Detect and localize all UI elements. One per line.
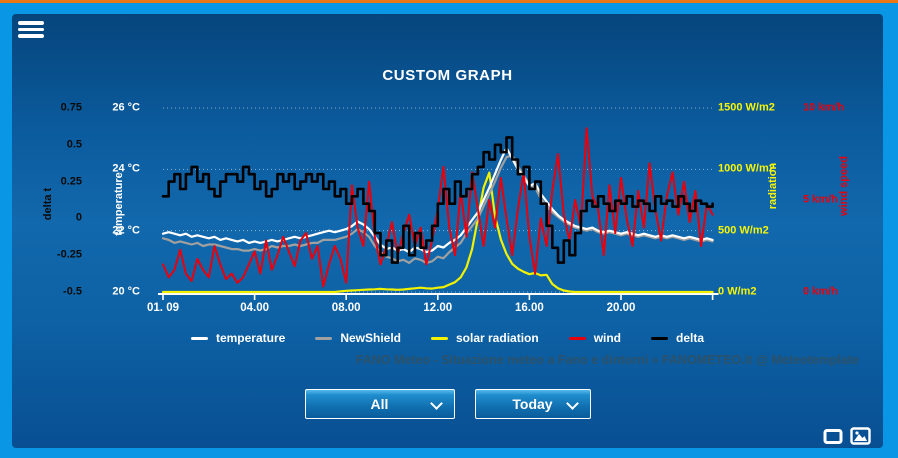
x-tick-label: 08.00 bbox=[331, 302, 361, 314]
y-tick-temperature: 22 °C bbox=[112, 224, 140, 237]
legend-label: wind bbox=[593, 331, 622, 345]
series-delta bbox=[161, 136, 714, 264]
y-tick-delta_t: 0.5 bbox=[66, 138, 82, 151]
legend-item-NewShield[interactable]: NewShield bbox=[315, 331, 401, 345]
legend-swatch bbox=[431, 336, 448, 340]
legend-swatch bbox=[651, 336, 669, 340]
y-tick-delta_t: 0.25 bbox=[60, 175, 82, 188]
x-tick-label: 04.00 bbox=[240, 302, 269, 314]
y-tick-temperature: 24 °C bbox=[112, 162, 140, 175]
legend-label: temperature bbox=[215, 331, 286, 345]
y-tick-radiation: 1000 W/m2 bbox=[718, 162, 775, 175]
time-range-dropdown[interactable]: Today bbox=[474, 389, 591, 419]
page-title: CUSTOM GRAPH bbox=[382, 67, 513, 84]
legend-item-delta[interactable]: delta bbox=[651, 331, 704, 345]
y-tick-temperature: 20 °C bbox=[112, 285, 140, 298]
image-export-icon[interactable] bbox=[850, 427, 871, 445]
legend-swatch bbox=[190, 336, 208, 340]
time-range-value: Today bbox=[512, 396, 553, 412]
series-NewShield bbox=[161, 154, 714, 264]
window-embed-icon[interactable] bbox=[823, 428, 843, 445]
legend-label: NewShield bbox=[340, 331, 401, 345]
legend-item-temperature[interactable]: temperature bbox=[190, 331, 286, 345]
chart-legend: temperature NewShield solar radiation wind d… bbox=[12, 331, 883, 345]
series-temperature bbox=[161, 146, 714, 254]
y-tick-wind: 5 km/h bbox=[803, 193, 838, 206]
y-tick-temperature: 26 °C bbox=[112, 101, 140, 114]
y-tick-wind: 10 km/h bbox=[803, 101, 844, 114]
x-tick-label: 20.00 bbox=[606, 302, 636, 314]
hamburger-icon bbox=[18, 21, 44, 38]
y-tick-delta_t: 0.75 bbox=[60, 101, 82, 114]
y-tick-radiation: 1500 W/m2 bbox=[718, 101, 775, 114]
chevron-down-icon bbox=[429, 397, 443, 410]
controls-row: All Today bbox=[12, 389, 883, 419]
axis-title-temperature: temperature bbox=[113, 172, 125, 236]
y-tick-delta_t: -0.5 bbox=[63, 285, 82, 298]
y-tick-radiation: 0 W/m2 bbox=[718, 285, 757, 298]
y-tick-radiation: 500 W/m2 bbox=[718, 224, 769, 237]
axis-title-radiation: radiation bbox=[767, 162, 779, 210]
x-tick-label: 01. 09 bbox=[147, 302, 179, 314]
legend-item-solar-radiation[interactable]: solar radiation bbox=[431, 331, 539, 345]
attribution-text: FANO Meteo - Situazione meteo a Fano e d… bbox=[355, 353, 859, 367]
legend-swatch bbox=[568, 336, 586, 340]
axis-title-wind: wind speed bbox=[838, 156, 850, 216]
custom-graph-chart[interactable] bbox=[12, 14, 883, 448]
legend-item-wind[interactable]: wind bbox=[568, 331, 622, 345]
chevron-down-icon bbox=[565, 397, 579, 410]
legend-swatch bbox=[315, 336, 333, 340]
x-tick-label: 12.00 bbox=[423, 302, 453, 314]
series-solar-radiation bbox=[161, 171, 714, 294]
y-tick-delta_t: -0.25 bbox=[56, 248, 82, 261]
series-filter-value: All bbox=[370, 396, 389, 412]
top-accent-bar bbox=[0, 0, 898, 3]
weather-dashboard-panel: CUSTOM GRAPH 0.75 0.5 0.25 0 -0.25 -0.5 delta … bbox=[12, 14, 883, 448]
legend-label: delta bbox=[676, 331, 705, 345]
y-tick-delta_t: 0 bbox=[75, 211, 82, 224]
legend-label: solar radiation bbox=[456, 331, 539, 345]
footer-icon-row bbox=[823, 427, 871, 445]
x-tick-label: 16.00 bbox=[515, 302, 544, 314]
series-filter-dropdown[interactable]: All bbox=[304, 389, 455, 419]
axis-title-delta_t: delta t bbox=[42, 187, 54, 221]
menu-button[interactable] bbox=[18, 21, 44, 39]
y-tick-wind: 0 km/h bbox=[803, 285, 838, 298]
